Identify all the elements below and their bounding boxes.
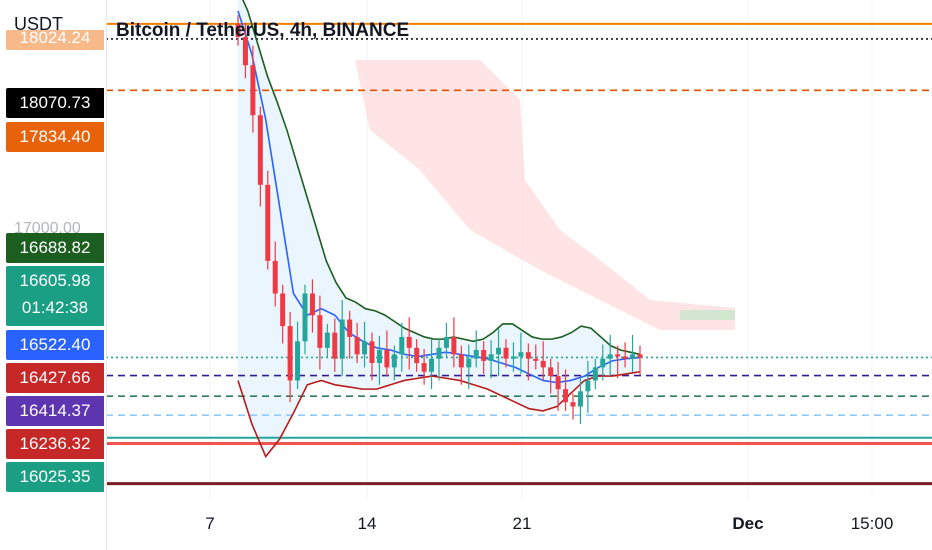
price-tag-top: 18024.24 <box>6 30 104 50</box>
candle-body-43 <box>555 376 561 390</box>
candle-body-11 <box>317 315 323 348</box>
candle-body-50 <box>607 354 613 359</box>
candle-body-1 <box>242 36 248 66</box>
bar-countdown: 01:42:38 <box>21 298 89 317</box>
cloud-area <box>355 60 735 330</box>
current-price: 16605.98 <box>19 271 91 290</box>
price-tag-current: 16605.98 01:42:38 <box>6 266 104 326</box>
candle-body-28 <box>443 336 449 348</box>
candle-body-19 <box>376 350 382 364</box>
candle-body-20 <box>384 350 390 368</box>
candle-body-17 <box>362 341 368 355</box>
candle-body-42 <box>548 367 554 377</box>
price-tag-18070: 18070.73 <box>6 88 104 118</box>
candle-body-8 <box>295 341 301 381</box>
candle-body-12 <box>324 332 330 348</box>
x-label-1500: 15:00 <box>850 514 894 533</box>
band-fill <box>238 0 640 457</box>
price-tag-16025: 16025.35 <box>6 462 104 492</box>
candle-body-53 <box>630 354 636 359</box>
candle-body-38 <box>518 352 524 357</box>
cloud-green-segment <box>680 310 735 320</box>
x-label-dec: Dec <box>732 514 764 533</box>
candle-body-33 <box>481 350 487 361</box>
candle-body-37 <box>510 356 516 359</box>
candle-body-46 <box>577 391 583 407</box>
candle-body-25 <box>421 363 427 372</box>
x-label-7: 7 <box>205 514 215 533</box>
price-tag-16236: 16236.32 <box>6 429 104 459</box>
candle-body-45 <box>570 402 576 407</box>
price-tag-16414: 16414.37 <box>6 396 104 426</box>
price-label-17000: 17000.00 <box>14 220 81 237</box>
candle-body-41 <box>540 360 546 368</box>
candle-body-35 <box>496 347 502 355</box>
candle-body-6 <box>280 293 286 327</box>
candle-body-4 <box>265 184 271 261</box>
price-tag-16688: 16688.82 <box>6 233 104 263</box>
horizontal-levels <box>106 22 932 486</box>
candle-body-18 <box>369 341 375 364</box>
candle-body-16 <box>354 336 360 355</box>
candle-body-26 <box>429 358 435 372</box>
candle-body-44 <box>563 389 569 403</box>
price-scale[interactable]: 17000.00 18024.24 18070.73 17834.40 1668… <box>0 0 107 550</box>
candle-body-36 <box>503 347 509 359</box>
candle-body-10 <box>309 293 315 316</box>
candle-body-49 <box>600 358 606 368</box>
x-label-14: 14 <box>357 514 377 533</box>
candle-body-13 <box>332 332 338 359</box>
candle-body-7 <box>287 326 293 381</box>
price-tag-16427: 16427.66 <box>6 363 104 393</box>
candle-body-48 <box>592 367 598 381</box>
candle-body-39 <box>525 352 531 359</box>
x-label-21: 21 <box>512 514 532 533</box>
candle-body-34 <box>488 354 494 361</box>
candle-body-40 <box>533 358 539 361</box>
candle-body-3 <box>257 115 263 185</box>
candle-body-30 <box>458 354 464 368</box>
candle-body-5 <box>272 260 278 294</box>
candle-body-9 <box>302 293 308 342</box>
band-fill-area <box>238 0 640 457</box>
price-tag-16522: 16522.40 <box>6 330 104 360</box>
candle-body-47 <box>585 380 591 392</box>
candle-body-29 <box>451 336 457 355</box>
candle-body-24 <box>414 347 420 364</box>
candle-body-23 <box>406 336 412 348</box>
candle-body-31 <box>466 358 472 368</box>
candle-body-14 <box>339 319 345 359</box>
candle-body-21 <box>391 354 397 368</box>
candle-body-51 <box>615 354 621 357</box>
currency-label: USDT <box>14 14 63 34</box>
candle-body-32 <box>473 350 479 359</box>
candle-body-54 <box>637 354 643 358</box>
candle-body-22 <box>399 336 405 355</box>
candle-body-52 <box>622 356 628 359</box>
candles <box>235 15 643 424</box>
chart-title: Bitcoin / TetherUS, 4h, BINANCE <box>116 20 410 41</box>
price-tag-17834: 17834.40 <box>6 122 104 152</box>
candle-body-2 <box>250 65 256 116</box>
candle-body-15 <box>347 319 353 337</box>
candle-body-0 <box>235 23 241 37</box>
ichimoku-cloud <box>355 60 735 330</box>
candle-body-27 <box>436 347 442 359</box>
